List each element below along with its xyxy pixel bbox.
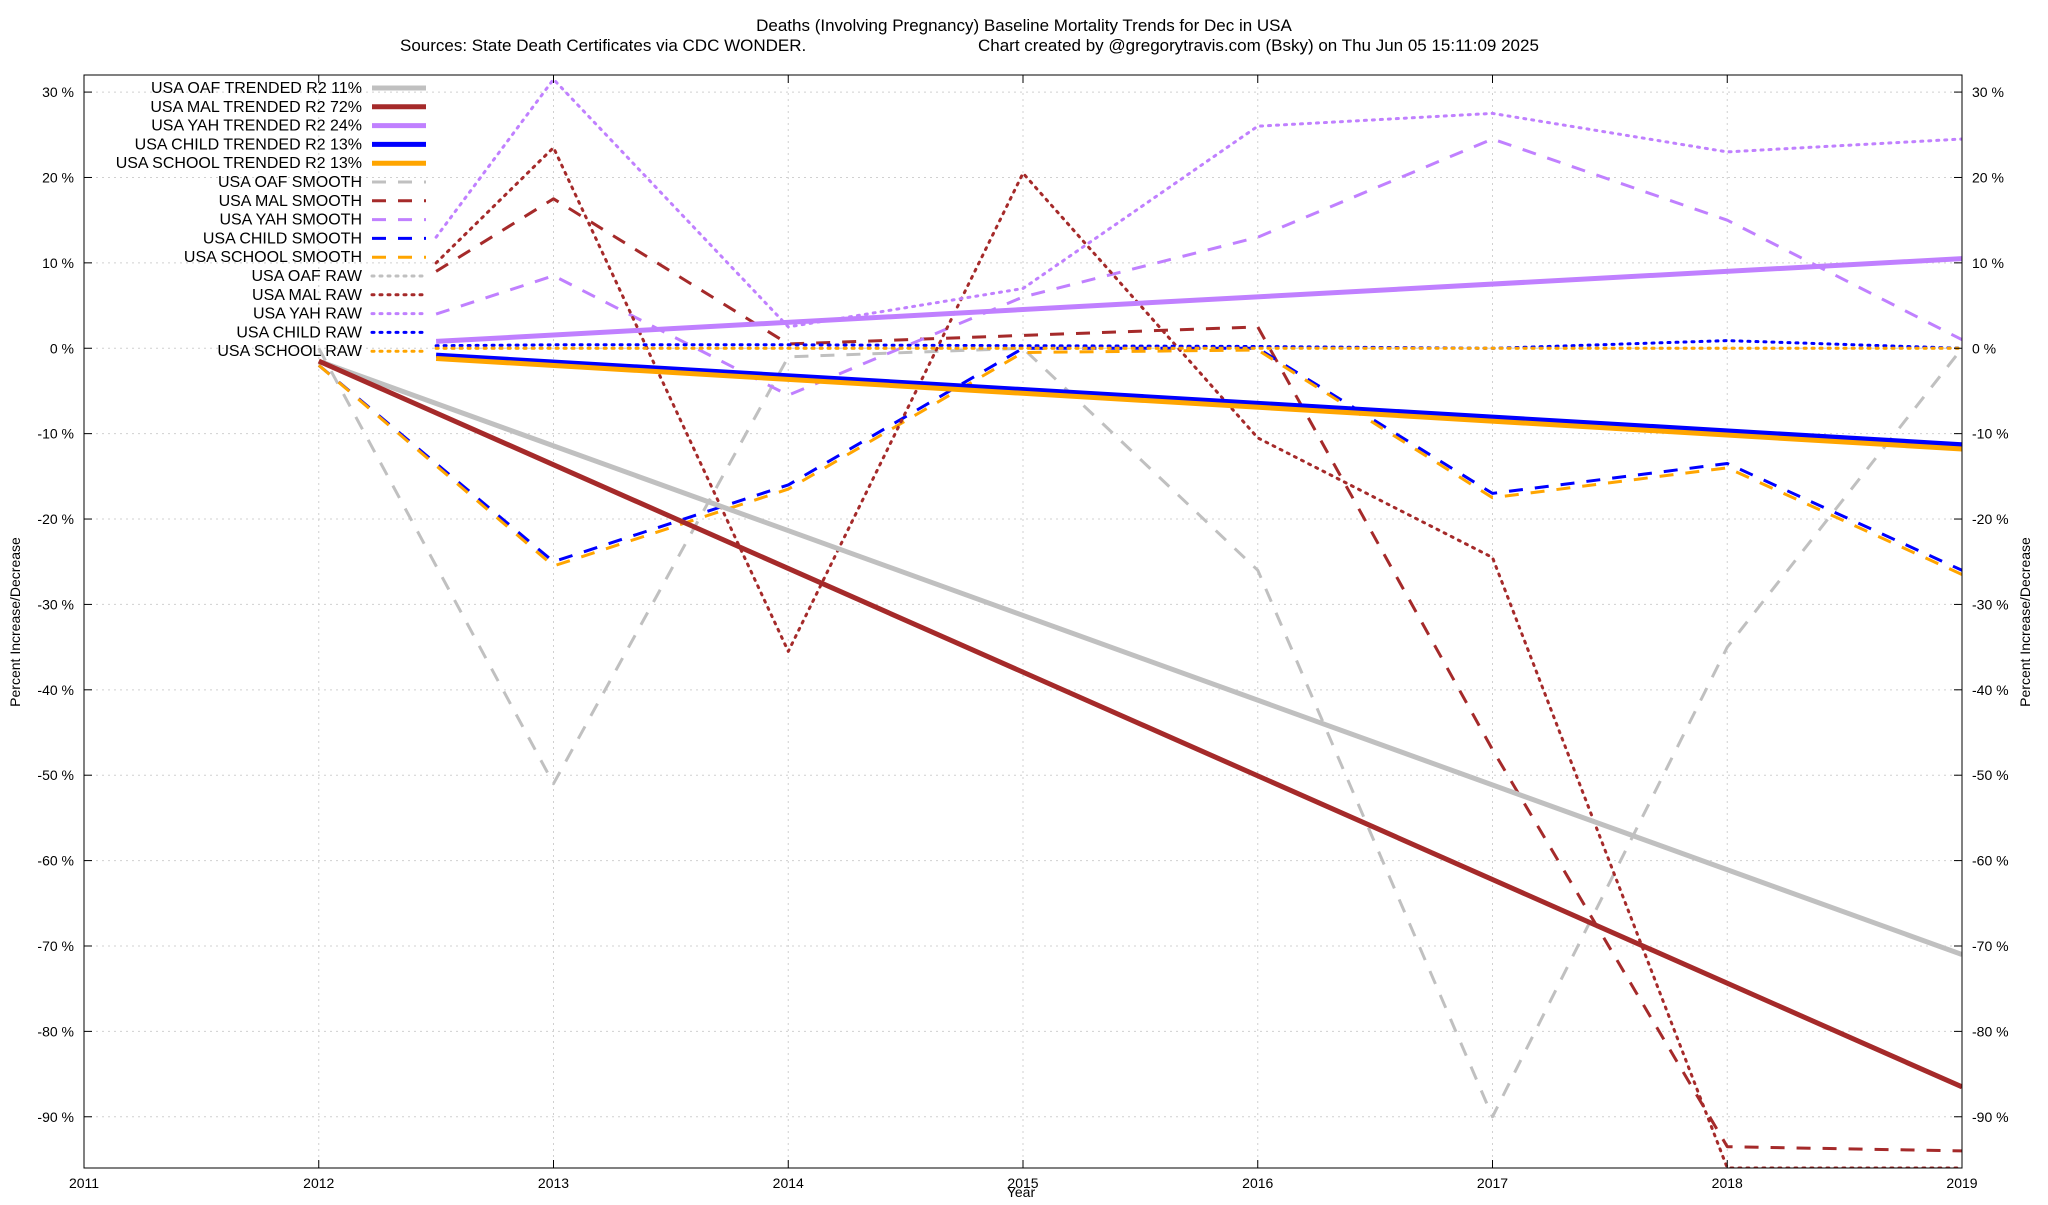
y-tick-label-left: 10 % (42, 255, 74, 271)
y-tick-label-right: -40 % (1972, 682, 2009, 698)
x-tick-label: 2019 (1946, 1175, 1977, 1191)
y-tick-label-right: -70 % (1972, 938, 2009, 954)
x-tick-label: 2012 (303, 1175, 334, 1191)
legend-label: USA YAH SMOOTH (219, 212, 362, 229)
series-usa-school-trended (435, 356, 1962, 452)
legend-label: USA CHILD RAW (236, 324, 363, 341)
y-tick-label-left: 20 % (42, 169, 74, 185)
legend-label: USA SCHOOL RAW (217, 343, 363, 360)
y-tick-label-left: -90 % (37, 1109, 74, 1125)
y-tick-label-right: -80 % (1972, 1023, 2009, 1039)
series-usa-school-smooth (317, 348, 1962, 576)
series-usa-yah-trended (435, 256, 1962, 344)
x-tick-label: 2013 (538, 1175, 569, 1191)
series-usa-mal-smooth (435, 197, 1962, 1153)
series-usa-yah-smooth (435, 137, 1962, 397)
x-tick-label: 2015 (1007, 1175, 1038, 1191)
x-tick-label: 2011 (69, 1175, 99, 1191)
grid (83, 75, 1963, 1168)
ticks: 2011 2012 2013 2014 2015 2016 2017 2018 2019 30 %… (37, 75, 2009, 1191)
series-usa-mal-raw (434, 146, 1962, 1168)
chart-title: Deaths (Involving Pregnancy) Baseline Mo… (756, 16, 1292, 35)
x-tick-label: 2018 (1712, 1175, 1743, 1191)
x-tick-label: 2016 (1242, 1175, 1273, 1191)
chart-credit: Chart created by @gregorytravis.com (Bsk… (978, 36, 1539, 55)
legend-label: USA CHILD TRENDED R2 13% (135, 136, 362, 153)
series-usa-mal-trended (317, 358, 1962, 1090)
y-axis-label-left: Percent Increase/Decrease (7, 537, 23, 707)
y-tick-label-left: -50 % (37, 767, 74, 783)
series-usa-yah-raw (434, 77, 1962, 329)
y-tick-label-left: -80 % (37, 1023, 74, 1039)
y-tick-label-right: 30 % (1972, 84, 2004, 100)
y-tick-label-left: 30 % (42, 84, 74, 100)
series-usa-oaf-trended (317, 358, 1962, 957)
x-tick-label: 2014 (773, 1175, 804, 1191)
y-tick-label-right: -90 % (1972, 1109, 2009, 1125)
y-tick-label-left: -30 % (37, 596, 74, 612)
y-tick-label-right: -60 % (1972, 853, 2009, 869)
legend-label: USA YAH RAW (253, 306, 363, 323)
legend-label: USA OAF TRENDED R2 11% (151, 80, 362, 97)
series-usa-child-trended (435, 352, 1962, 448)
y-tick-label-left: -20 % (37, 511, 74, 527)
series-usa-child-raw (434, 339, 1962, 350)
y-tick-label-right: 10 % (1972, 255, 2004, 271)
x-axis-label: Year (1007, 1184, 1036, 1200)
legend-label: USA SCHOOL SMOOTH (184, 249, 362, 266)
legend-label: USA SCHOOL TRENDED R2 13% (116, 155, 362, 172)
y-tick-label-right: 20 % (1972, 169, 2004, 185)
y-axis-label-right: Percent Increase/Decrease (2017, 537, 2033, 707)
y-tick-label-left: -10 % (37, 426, 74, 442)
legend-label: USA OAF RAW (251, 268, 362, 285)
y-tick-label-right: 0 % (1972, 340, 1996, 356)
y-tick-label-left: -70 % (37, 938, 74, 954)
series-usa-oaf-smooth (317, 346, 1962, 1119)
y-tick-label-left: 0 % (50, 340, 74, 356)
legend: USA OAF TRENDED R2 11% USA MAL TRENDED R2… (116, 80, 428, 360)
y-tick-label-left: -60 % (37, 853, 74, 869)
y-tick-label-right: -10 % (1972, 426, 2009, 442)
legend-label: USA MAL RAW (252, 287, 363, 304)
legend-label: USA YAH TRENDED R2 24% (151, 118, 362, 135)
y-tick-label-right: -50 % (1972, 767, 2009, 783)
series-layer (317, 77, 1962, 1168)
legend-label: USA OAF SMOOTH (218, 174, 362, 191)
legend-label: USA MAL SMOOTH (219, 193, 362, 210)
x-tick-label: 2017 (1477, 1175, 1508, 1191)
chart-source: Sources: State Death Certificates via CD… (400, 36, 806, 55)
y-tick-label-right: -30 % (1972, 596, 2009, 612)
y-tick-label-right: -20 % (1972, 511, 2009, 527)
legend-label: USA CHILD SMOOTH (203, 230, 362, 247)
legend-label: USA MAL TRENDED R2 72% (150, 99, 362, 116)
y-tick-label-left: -40 % (37, 682, 74, 698)
